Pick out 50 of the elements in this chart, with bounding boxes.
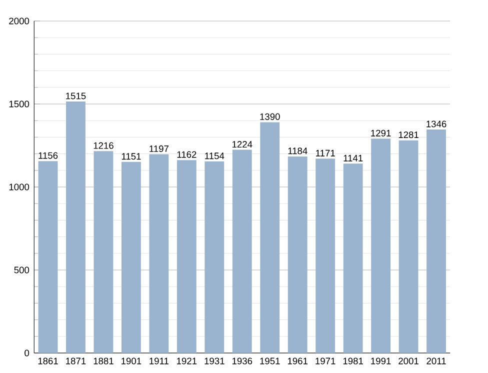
y-tick-label: 500: [14, 266, 30, 274]
x-tick-label: 1871: [66, 358, 86, 364]
y-tick-label: 0: [24, 350, 30, 356]
data-label: 1156: [38, 152, 58, 159]
bar: [204, 161, 224, 353]
x-tick-label: 1981: [343, 358, 363, 364]
y-tick-label: 1000: [9, 184, 30, 190]
data-label: 1346: [426, 120, 446, 128]
x-tick-label: 2001: [398, 358, 418, 364]
data-label: 1151: [122, 153, 141, 160]
data-label: 1216: [94, 142, 114, 149]
data-label: 1224: [232, 141, 252, 148]
bar: [94, 151, 114, 353]
x-tick-label: 1961: [288, 358, 308, 364]
data-label: 1184: [288, 148, 308, 154]
data-label: 1197: [150, 145, 169, 152]
bar: [426, 130, 446, 353]
bar: [232, 150, 252, 353]
x-tick-label: 1911: [150, 358, 169, 364]
bar: [343, 164, 363, 353]
y-tick-label: 1500: [9, 100, 30, 108]
bar: [260, 122, 280, 353]
bar: [371, 138, 391, 353]
x-tick-label: 1951: [260, 358, 280, 364]
data-label: 1390: [260, 113, 280, 120]
bar: [149, 154, 169, 353]
x-tick-label: 1991: [371, 358, 391, 364]
x-tick-label: 1971: [316, 358, 336, 364]
y-tick-label: 2000: [9, 18, 30, 24]
data-label: 1141: [344, 154, 363, 162]
bar: [316, 158, 336, 353]
bar: [38, 161, 58, 353]
bar: [122, 162, 141, 353]
x-tick-label: 1936: [232, 358, 252, 364]
data-label: 1171: [316, 150, 335, 156]
x-tick-label: 2011: [426, 358, 446, 364]
x-tick-label: 1861: [38, 358, 58, 364]
data-label: 1291: [371, 130, 391, 136]
data-label: 1281: [398, 131, 418, 138]
x-tick-label: 1881: [94, 358, 114, 364]
bar: [66, 101, 86, 353]
data-label: 1154: [205, 152, 224, 160]
bar: [288, 156, 308, 353]
x-tick-label: 1901: [122, 358, 142, 364]
x-tick-label: 1931: [204, 358, 224, 364]
x-tick-label: 1921: [177, 358, 197, 364]
bar: [398, 140, 418, 353]
data-label: 1515: [66, 92, 86, 100]
bar: [176, 160, 196, 353]
data-label: 1162: [177, 151, 196, 158]
